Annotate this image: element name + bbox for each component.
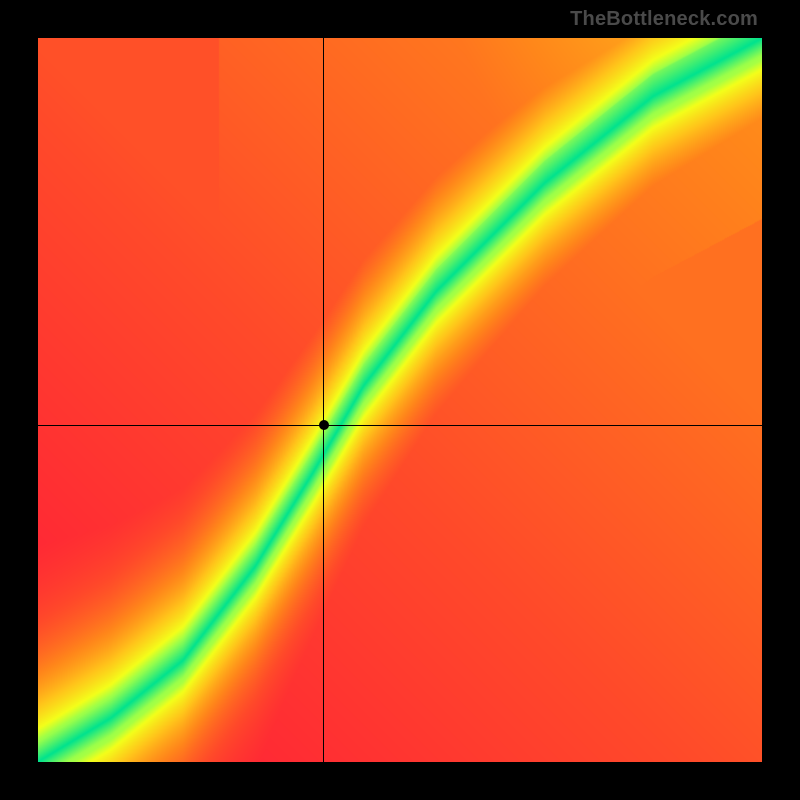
heatmap-plot — [38, 38, 762, 762]
crosshair-horizontal — [38, 425, 762, 426]
selected-point-marker — [319, 420, 329, 430]
source-watermark: TheBottleneck.com — [570, 8, 758, 31]
heatmap-canvas — [38, 38, 762, 762]
crosshair-vertical — [323, 38, 324, 762]
